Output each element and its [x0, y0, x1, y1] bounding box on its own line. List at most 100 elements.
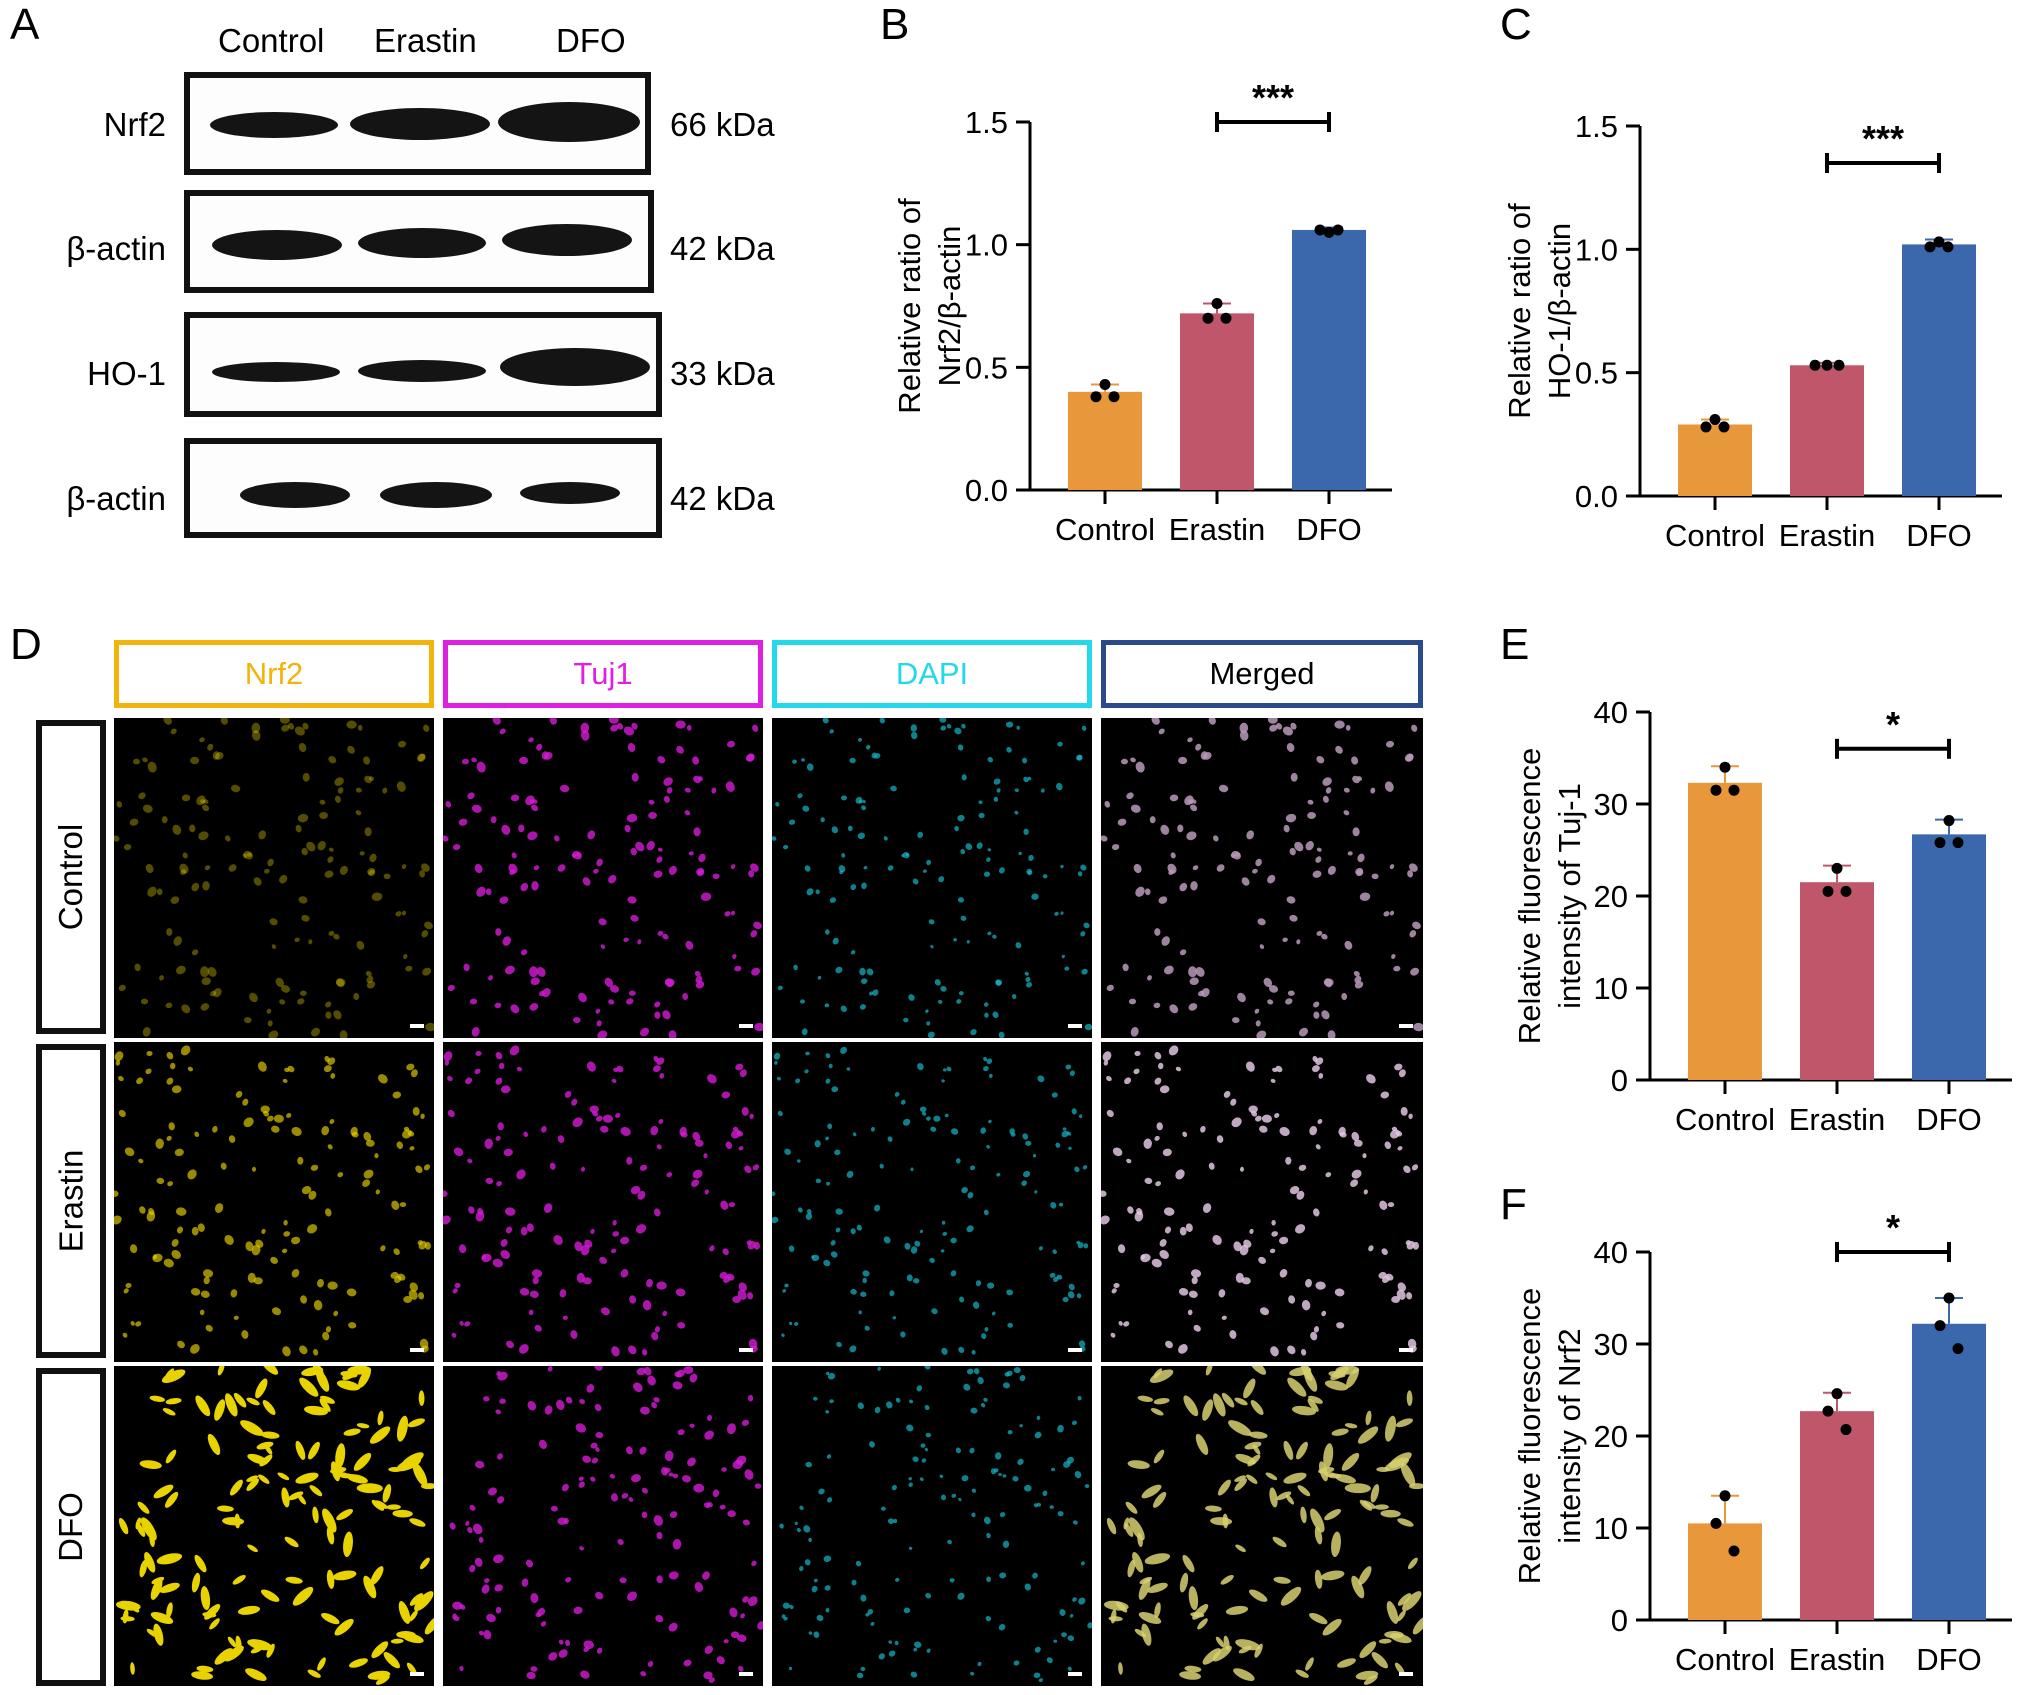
cell-mark: [299, 1377, 319, 1397]
cell-mark: [1271, 1220, 1276, 1226]
cell-mark: [890, 785, 897, 792]
cell-mark: [1019, 1424, 1023, 1428]
cell-mark: [674, 1371, 682, 1378]
cell-mark: [233, 1392, 247, 1408]
cell-mark: [220, 718, 228, 725]
cell-mark: [903, 1607, 911, 1614]
cell-mark: [494, 1002, 502, 1009]
cell-mark: [580, 1166, 586, 1172]
cell-mark: [499, 1398, 506, 1404]
cell-mark: [805, 1212, 813, 1220]
y-axis-label: Relative fluorescence: [1512, 748, 1547, 1044]
cell-mark: [247, 1639, 273, 1651]
cell-mark: [1286, 742, 1295, 753]
y-tick-label: 20: [1594, 879, 1628, 914]
cell-mark: [194, 1131, 200, 1138]
cell-mark: [1305, 841, 1314, 851]
cell-mark: [369, 853, 377, 863]
cell-mark: [335, 1443, 346, 1469]
cell-mark: [153, 1623, 164, 1646]
cell-mark: [1027, 870, 1033, 876]
panel-letter-a: A: [10, 0, 40, 49]
cell-mark: [283, 1220, 288, 1226]
cell-mark: [1359, 1641, 1377, 1659]
cell-mark: [1087, 1622, 1092, 1629]
cell-mark: [927, 1031, 935, 1038]
cell-mark: [1202, 1203, 1212, 1213]
cell-mark: [483, 1629, 492, 1640]
scale-bar: [1399, 1672, 1413, 1676]
cell-mark: [444, 1060, 450, 1066]
cell-mark: [619, 1577, 627, 1584]
cell-mark: [697, 869, 705, 877]
cell-mark: [205, 1324, 213, 1332]
blot-band: [502, 224, 632, 256]
cell-mark: [1038, 1246, 1043, 1251]
cell-mark: [258, 1474, 270, 1484]
cell-mark: [191, 1671, 214, 1680]
cell-mark: [1123, 1517, 1130, 1530]
cell-mark: [726, 740, 736, 748]
cell-mark: [447, 1076, 453, 1082]
cell-mark: [627, 1591, 637, 1602]
cell-mark: [334, 795, 341, 803]
cell-mark: [1356, 869, 1364, 877]
blot-strip-beta-actin-2: [184, 438, 662, 538]
cell-mark: [203, 1276, 210, 1285]
cell-mark: [595, 1591, 604, 1600]
cell-mark: [1110, 1332, 1116, 1338]
cell-mark: [1037, 1075, 1045, 1083]
cell-mark: [798, 1207, 803, 1213]
cell-mark: [800, 999, 805, 1004]
cell-mark: [657, 755, 666, 764]
cell-mark: [544, 752, 553, 760]
cell-mark: [966, 1368, 974, 1375]
cell-mark: [941, 1347, 948, 1355]
cell-mark: [198, 831, 209, 841]
cell-mark: [909, 1399, 914, 1404]
cell-mark: [550, 1505, 558, 1512]
cell-mark: [409, 1282, 418, 1292]
cell-mark: [573, 1606, 583, 1615]
cell-mark: [1134, 1050, 1141, 1057]
cell-mark: [170, 896, 180, 904]
cell-mark: [996, 788, 1001, 793]
cell-mark: [900, 1331, 906, 1338]
cell-mark: [498, 1062, 505, 1070]
cell-mark: [418, 1292, 425, 1300]
cell-mark: [580, 722, 590, 734]
cell-mark: [1139, 1576, 1153, 1585]
cell-mark: [912, 878, 919, 885]
cell-mark: [850, 1228, 856, 1235]
cell-mark: [474, 1557, 483, 1567]
cell-mark: [114, 1215, 122, 1225]
cell-mark: [233, 1315, 239, 1320]
cell-mark: [1255, 1115, 1262, 1122]
cell-mark: [539, 1439, 547, 1450]
cell-mark: [655, 1615, 664, 1623]
cell-mark: [987, 931, 992, 936]
cell-mark: [217, 1505, 234, 1512]
cell-mark: [312, 1506, 319, 1524]
cell-mark: [227, 1636, 237, 1648]
cell-mark: [1163, 1207, 1175, 1216]
cell-mark: [364, 775, 372, 784]
cell-mark: [497, 1371, 508, 1381]
cell-mark: [933, 1115, 941, 1122]
cell-mark: [656, 1281, 667, 1290]
cell-mark: [656, 1144, 662, 1150]
cell-mark: [319, 1398, 331, 1412]
cell-mark: [152, 1254, 157, 1260]
cell-mark: [988, 1073, 993, 1078]
cell-mark: [528, 737, 534, 743]
cell-mark: [1327, 1030, 1336, 1038]
y-axis-label: HO-1/β-actin: [1542, 223, 1577, 399]
cell-mark: [961, 774, 967, 781]
cell-mark: [469, 1564, 476, 1573]
cell-mark: [999, 1572, 1007, 1579]
x-tick-label: Control: [1055, 512, 1155, 547]
cell-mark: [1245, 1061, 1255, 1072]
cell-mark: [1397, 1593, 1412, 1606]
cell-mark: [1400, 1462, 1416, 1487]
